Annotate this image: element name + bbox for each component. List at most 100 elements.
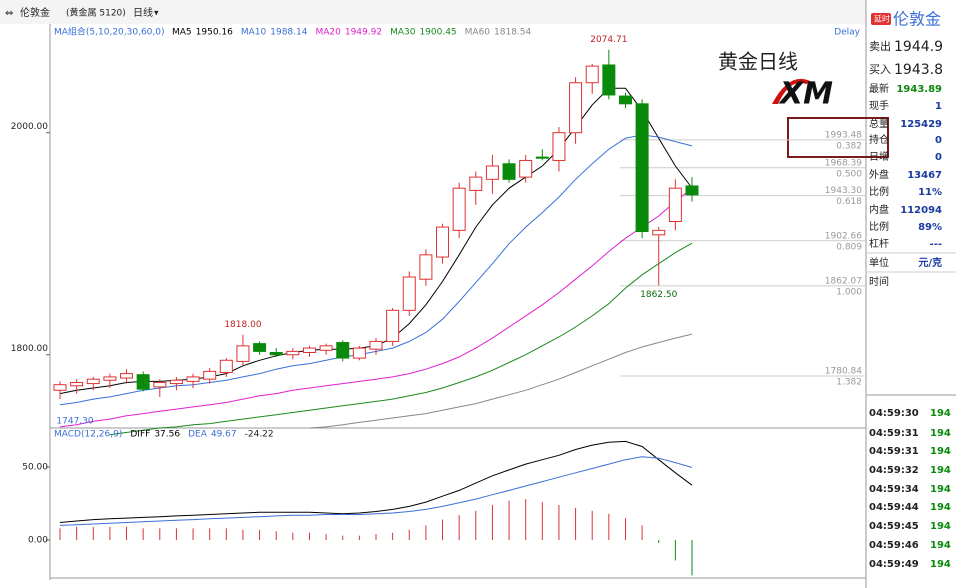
quote-value: 112094 — [900, 205, 942, 216]
quote-label: 杠杆 — [869, 237, 889, 250]
fib-price: 1968.39 — [825, 158, 862, 168]
quote-label: 外盘 — [869, 168, 889, 181]
candle-body — [419, 254, 433, 280]
candle-body — [635, 103, 649, 232]
candle-body — [70, 381, 84, 387]
candle-body — [436, 226, 450, 258]
candle-body — [86, 378, 100, 385]
fib-price: 1902.66 — [825, 231, 862, 241]
fib-price: 1862.07 — [825, 276, 862, 286]
candle-body — [569, 82, 583, 134]
candle-body — [136, 374, 150, 390]
quote-label: 日增 — [869, 150, 889, 163]
candle-body — [402, 276, 416, 311]
macd-line — [59, 456, 693, 526]
fib-ratio: 1.382 — [836, 377, 862, 387]
ma-line — [109, 242, 693, 436]
candle-body — [236, 345, 250, 362]
toolbar — [0, 0, 866, 24]
fib-price: 1993.48 — [825, 130, 862, 140]
tick-price: 194 — [930, 484, 951, 495]
annotation: 1862.50 — [640, 290, 677, 300]
candle-body — [602, 64, 616, 96]
y-tick-label: 1800.00 — [11, 344, 48, 354]
tick-time: 04:59:31 — [869, 428, 919, 439]
candle-body — [103, 376, 117, 381]
tick-time: 04:59:34 — [869, 484, 919, 495]
candle-body — [219, 359, 233, 373]
candle-body — [153, 381, 167, 388]
fib-ratio: 0.618 — [836, 197, 862, 207]
legend-value: 1949.92 — [345, 28, 382, 38]
fib-ratio: 0.809 — [836, 242, 862, 252]
candle-body — [286, 350, 300, 356]
tick-price: 194 — [930, 521, 951, 532]
tick-time: 04:59:49 — [869, 559, 919, 570]
candle-body — [120, 373, 134, 379]
quote-value: --- — [930, 239, 942, 250]
quote-value: 1 — [935, 101, 942, 112]
candle-body — [552, 132, 566, 161]
fib-price: 1943.30 — [825, 186, 862, 196]
legend-value: 1988.14 — [270, 28, 307, 38]
quote-value: 1943.8 — [894, 62, 943, 78]
side-panel: 延时 伦敦金 卖出 1944.9买入 1943.8 最新 1943.89 现手 1 总量 125… — [867, 8, 956, 570]
quote-label: 最新 — [869, 82, 889, 95]
fib-ratio: 1.000 — [836, 287, 862, 297]
candle-body — [352, 347, 366, 359]
candle-body — [652, 229, 666, 236]
tick-price: 194 — [930, 502, 951, 513]
quote-label: 卖出 — [869, 39, 891, 53]
badge: 延时 — [874, 14, 890, 24]
legend-name: MA5 — [172, 28, 192, 38]
y-tick-label: 2000.00 — [11, 122, 48, 132]
candle-body — [585, 65, 599, 84]
legend-name: MA30 — [390, 28, 416, 38]
logo: XM — [778, 77, 833, 112]
symbol[interactable]: 伦敦金 — [20, 6, 50, 19]
period[interactable]: 日线 — [133, 6, 153, 19]
tick-time: 04:59:32 — [869, 465, 919, 476]
tick-price: 194 — [930, 465, 951, 476]
legend-name: MA60 — [465, 28, 491, 38]
candle-body — [386, 309, 400, 342]
quote-label: 时间 — [869, 275, 889, 288]
candle-body — [336, 342, 350, 359]
tick-time: 04:59:46 — [869, 540, 919, 551]
toolbar-icon: ⇔ — [5, 8, 13, 19]
legend-value: 49.67 — [211, 430, 237, 440]
quote-label: 买入 — [869, 63, 891, 76]
macd-line — [59, 440, 693, 523]
quote-value: 1943.89 — [896, 84, 942, 95]
candle-body — [53, 384, 67, 391]
annotation: 2074.71 — [590, 35, 627, 45]
symbol-group: (黄金属 5120) — [66, 7, 126, 19]
fib-price: 1780.84 — [825, 366, 862, 376]
candle-body — [452, 187, 466, 231]
candle-body — [618, 95, 632, 105]
logo-swoosh — [772, 78, 812, 104]
legend-value: -24.22 — [245, 430, 274, 440]
tick-price: 194 — [930, 408, 951, 419]
tick-price: 194 — [930, 540, 951, 551]
tick-price: 194 — [930, 428, 951, 439]
candle-body — [169, 379, 183, 385]
ma-line — [59, 187, 693, 428]
quote-value: 0 — [935, 135, 942, 146]
legend-name: DEA — [188, 430, 208, 440]
quote-label: 现手 — [869, 99, 889, 112]
candle-body — [203, 370, 217, 380]
legend-value: 1818.54 — [494, 28, 531, 38]
candle-body — [319, 345, 333, 351]
candle-body — [668, 187, 682, 223]
quote-label: 单位 — [869, 256, 889, 269]
candle-body — [269, 352, 283, 356]
candle-body — [369, 340, 383, 350]
quote-value: 13467 — [907, 170, 942, 181]
fib-ratio: 0.382 — [836, 141, 862, 151]
y-tick-label: 0.00 — [28, 536, 48, 546]
period-dropdown[interactable]: ▾ — [154, 9, 159, 19]
overlay-title: 黄金日线 — [718, 50, 798, 74]
